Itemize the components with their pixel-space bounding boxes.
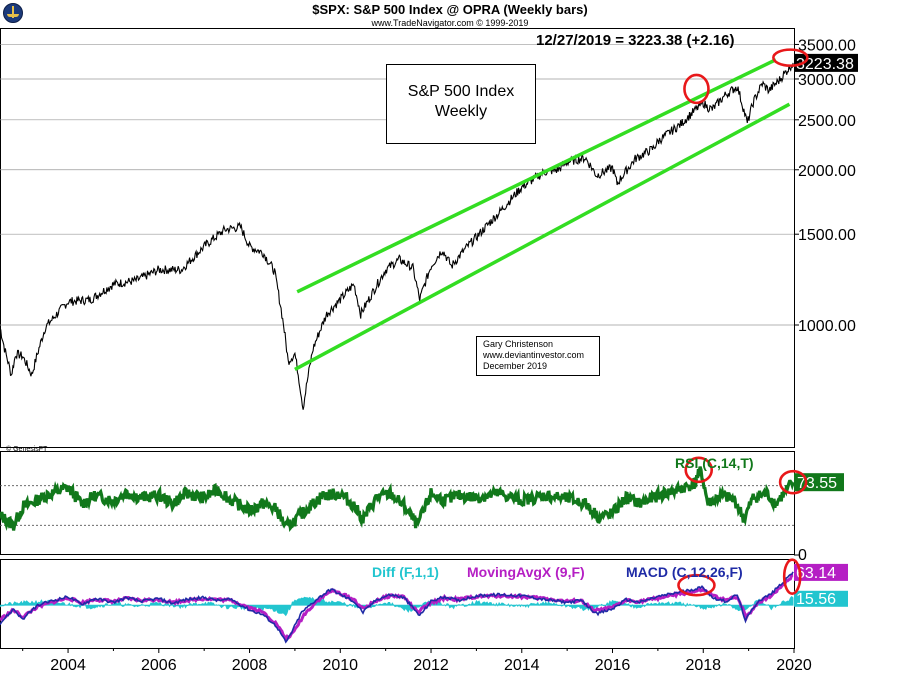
highlight-circle [778, 469, 808, 495]
price-tick-label: 1500.00 [798, 227, 856, 244]
x-tick-label: 2018 [685, 657, 721, 674]
x-tick-label: 2004 [50, 657, 86, 674]
x-tick-label: 2012 [413, 657, 449, 674]
x-tick-label: 2006 [141, 657, 177, 674]
rsi-series-line [0, 466, 795, 532]
upper-channel-line [296, 58, 777, 294]
annotations [294, 48, 809, 597]
diff-histogram [0, 595, 794, 617]
highlight-circle [772, 48, 809, 67]
highlight-circle [683, 73, 710, 105]
macd-last-value-box [794, 563, 848, 581]
price-tick-label: 2000.00 [798, 163, 856, 180]
last-quote: 12/27/2019 = 3223.38 (+2.16) [536, 32, 735, 49]
lower-channel-line [294, 102, 791, 371]
index-label-line2: Weekly [434, 103, 488, 120]
price-frame [0, 28, 795, 448]
index-label-line1: S&P 500 Index [407, 83, 515, 100]
diff-last-value-box [794, 590, 848, 607]
highlight-circle [677, 573, 716, 597]
rsi-panel [0, 466, 795, 532]
price-tick-label: 3500.00 [798, 37, 856, 54]
genesis-credit: © GenesisFT [6, 445, 48, 453]
macd-last-value-label: 63.14 [796, 565, 836, 582]
axes: 3500.00 3000.00 2500.00 2000.00 1500.00 1000.… [22, 37, 858, 674]
rsi-tick-label: 0 [798, 547, 807, 564]
price-last-value-label: 3223.38 [796, 56, 854, 73]
legend-diff: Diff (F,1,1) [372, 564, 439, 580]
chart-subtitle: www.TradeNavigator.com © 1999-2019 [371, 18, 529, 28]
rsi-frame [0, 451, 795, 555]
x-tick-label: 2008 [232, 657, 268, 674]
rsi-title: RSI (C,14,T) [675, 455, 754, 471]
rsi-last-value-box [794, 473, 844, 492]
author-site: www.deviantinvestor.com [483, 350, 585, 360]
x-tick-label: 2020 [776, 657, 812, 674]
price-panel [0, 62, 794, 410]
chart-labels: RSI (C,14,T) Diff (F,1,1) MovingAvgX (9,… [6, 445, 754, 580]
legend-moving-avg: MovingAvgX (9,F) [467, 564, 585, 580]
price-tick-label: 2500.00 [798, 113, 856, 130]
price-series-line [0, 62, 794, 410]
price-last-value-box [794, 53, 858, 72]
x-tick-label: 2010 [322, 657, 358, 674]
index-label-box: S&P 500 Index Weekly [386, 64, 536, 144]
macd-panel [0, 571, 794, 644]
legend-macd: MACD (C,12,26,F) [626, 564, 743, 580]
logo-icon [3, 3, 23, 23]
chart-title: $SPX: S&P 500 Index @ OPRA (Weekly bars) [312, 2, 588, 17]
x-tick-label: 2016 [595, 657, 631, 674]
author-date: December 2019 [483, 361, 548, 371]
moving-avg-line [0, 573, 794, 643]
highlight-circle [782, 558, 802, 595]
price-tick-label: 3000.00 [798, 72, 856, 89]
macd-line [0, 571, 794, 644]
author-box: Gary Christenson www.deviantinvestor.com… [476, 336, 600, 376]
x-tick-label: 2014 [504, 657, 540, 674]
author-name: Gary Christenson [483, 339, 554, 349]
diff-last-value-label: 15.56 [796, 591, 836, 608]
price-tick-label: 1000.00 [798, 318, 856, 335]
highlight-circle [684, 456, 714, 484]
